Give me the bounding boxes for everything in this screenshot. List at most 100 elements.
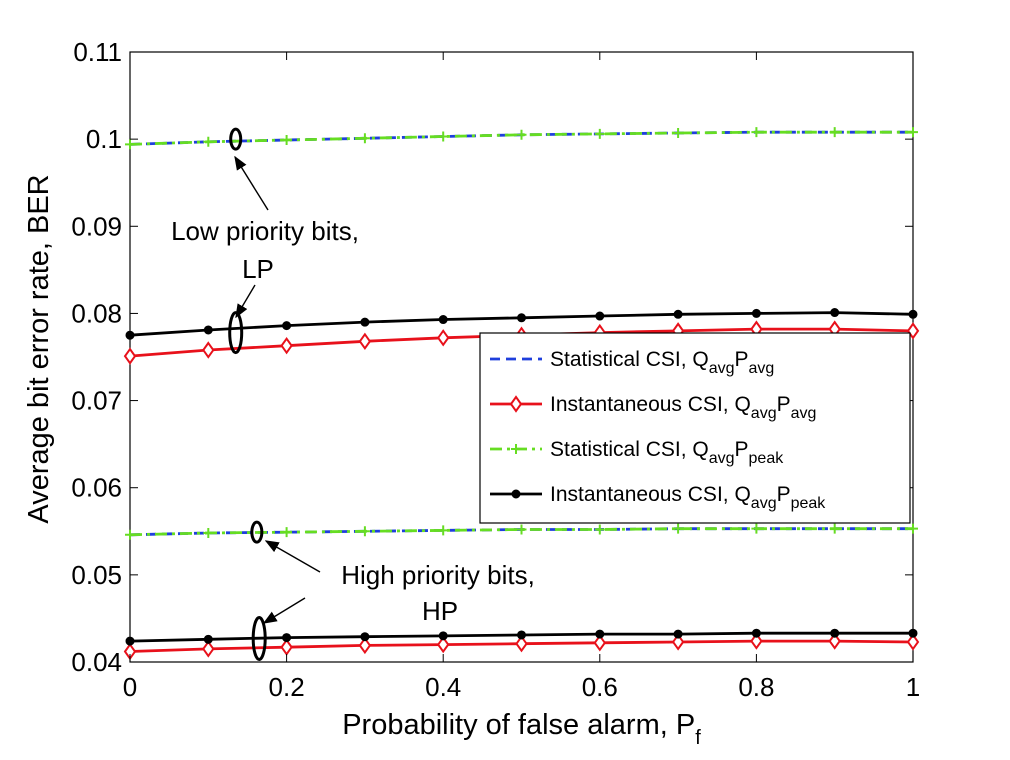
data-point-diamond	[828, 632, 841, 650]
data-point-circle	[517, 313, 526, 323]
annotation-hp-line1: High priority bits,	[341, 560, 535, 590]
data-point-circle	[595, 629, 605, 639]
legend-label-mid: P	[777, 483, 791, 506]
data-point-diamond	[202, 341, 215, 359]
legend-entry: Statistical CSI, QavgPpeak	[490, 438, 784, 467]
data-point-circle	[203, 634, 213, 644]
lp-statistical-ellipse	[229, 127, 243, 151]
y-tick-label: 0.09	[71, 211, 122, 241]
data-point-plus	[203, 136, 214, 147]
y-tick-label: 0.06	[71, 473, 122, 503]
legend-label: Instantaneous CSI, QavgPavg	[550, 393, 816, 422]
data-point-circle	[511, 489, 521, 499]
y-tick-label: 0.05	[71, 560, 122, 590]
data-point-circle	[360, 317, 370, 327]
data-point-circle	[125, 330, 135, 340]
data-point-diamond	[906, 633, 920, 651]
data-point-plus	[511, 444, 521, 454]
data-point-plus	[829, 523, 840, 534]
lp-arrow-upper	[234, 155, 269, 211]
data-point-plus	[359, 133, 370, 144]
data-point-circle	[125, 636, 135, 646]
data-point-circle	[360, 632, 370, 642]
legend-label-mid: P	[735, 438, 749, 461]
data-point-diamond	[593, 634, 607, 652]
data-point-plus	[673, 523, 684, 534]
data-point-circle	[751, 308, 761, 318]
lp-arrow-lower	[235, 284, 256, 319]
series-6	[125, 308, 918, 340]
data-point-plus	[516, 524, 527, 535]
x-tick-label: 0.6	[582, 672, 618, 702]
data-point-diamond	[671, 633, 685, 651]
data-point-circle	[282, 633, 292, 643]
x-tick-label: 0.8	[738, 672, 774, 702]
x-tick-label: 0	[123, 672, 137, 702]
x-tick-label: 0.2	[269, 672, 305, 702]
hp-instantaneous-ellipse	[251, 615, 267, 661]
data-point-circle	[203, 325, 213, 335]
y-tick-label: 0.04	[71, 647, 122, 677]
series-line	[129, 130, 913, 146]
legend-label: Statistical CSI, QavgPpeak	[550, 438, 784, 467]
data-point-diamond	[280, 336, 293, 355]
hp-statistical-ellipse	[250, 520, 264, 544]
data-point-plus	[438, 131, 449, 142]
data-point-diamond	[509, 395, 523, 413]
axis-layer: Probability of false alarm, Pf Average b…	[23, 37, 920, 749]
data-point-circle	[595, 311, 605, 321]
legend-label: Statistical CSI, QavgPavg	[550, 348, 774, 377]
legend-label-text: Statistical CSI, Q	[550, 438, 709, 461]
series-7	[125, 628, 918, 646]
legend-label-sub: avg	[751, 495, 777, 512]
data-point-plus	[751, 523, 762, 534]
data-point-plus	[594, 128, 605, 139]
data-point-circle	[438, 315, 448, 325]
annotation-layer: Low priority bits, LP High priority bits…	[171, 127, 535, 661]
legend-entry: Instantaneous CSI, QavgPavg	[490, 393, 816, 422]
series-3	[123, 632, 920, 661]
legend-label-text: Instantaneous CSI, Q	[550, 483, 751, 506]
data-point-plus	[125, 529, 135, 540]
legend-label-sub: avg	[709, 360, 735, 377]
data-point-plus	[829, 127, 840, 138]
legend-label-sub: peak	[749, 450, 785, 467]
data-point-plus	[516, 129, 527, 140]
annotation-hp-line2: HP	[422, 596, 458, 626]
y-tick-label: 0.11	[73, 37, 122, 67]
x-axis-label-text: Probability of false alarm, P	[342, 709, 695, 741]
data-point-plus	[908, 523, 918, 534]
y-tick-label: 0.1	[86, 124, 122, 154]
y-axis-label: Average bit error rate, BER	[23, 174, 55, 523]
y-tick-label: 0.07	[71, 386, 122, 416]
legend-entry: Instantaneous CSI, QavgPpeak	[490, 483, 826, 512]
data-point-plus	[594, 524, 605, 535]
data-point-diamond	[123, 347, 137, 365]
data-point-plus	[281, 527, 292, 538]
x-tick-label: 1	[906, 672, 920, 702]
legend-label-mid: P	[735, 348, 749, 371]
data-point-circle	[282, 321, 292, 331]
data-point-diamond	[750, 632, 763, 650]
data-point-diamond	[358, 332, 372, 351]
data-point-diamond	[436, 635, 450, 654]
data-point-circle	[517, 630, 526, 640]
x-axis-label-subscript: f	[695, 727, 701, 749]
data-point-diamond	[358, 636, 372, 655]
legend-label-mid: P	[777, 393, 791, 416]
annotation-lp-line2: LP	[242, 254, 274, 284]
data-point-diamond	[436, 329, 450, 347]
data-point-circle	[438, 631, 448, 641]
legend-label-sub: avg	[791, 405, 817, 422]
data-point-plus	[438, 525, 449, 536]
data-point-plus	[125, 139, 135, 150]
hp-arrow-upper	[264, 540, 321, 573]
data-point-plus	[203, 528, 214, 539]
data-point-circle	[673, 629, 683, 639]
data-point-plus	[281, 135, 292, 146]
y-tick-label: 0.08	[71, 298, 122, 328]
x-tick-label: 0.4	[425, 672, 461, 702]
legend-box	[479, 332, 911, 524]
data-point-plus	[673, 128, 684, 139]
